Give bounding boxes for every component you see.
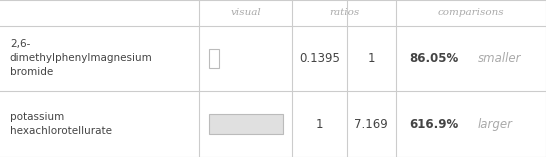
Bar — [209, 114, 283, 134]
Text: potassium
hexachlorotellurate: potassium hexachlorotellurate — [10, 112, 112, 136]
Text: ratios: ratios — [329, 8, 359, 17]
Bar — [209, 49, 219, 68]
Text: larger: larger — [477, 118, 512, 130]
Text: 86.05%: 86.05% — [410, 52, 459, 65]
Text: 7.169: 7.169 — [354, 118, 388, 130]
Text: 2,6-
dimethylphenylmagnesium
bromide: 2,6- dimethylphenylmagnesium bromide — [10, 39, 152, 78]
Text: smaller: smaller — [477, 52, 521, 65]
Text: 1: 1 — [367, 52, 375, 65]
Text: comparisons: comparisons — [437, 8, 505, 17]
Text: 616.9%: 616.9% — [410, 118, 459, 130]
Text: 1: 1 — [316, 118, 323, 130]
Text: 0.1395: 0.1395 — [299, 52, 340, 65]
Text: visual: visual — [230, 8, 261, 17]
